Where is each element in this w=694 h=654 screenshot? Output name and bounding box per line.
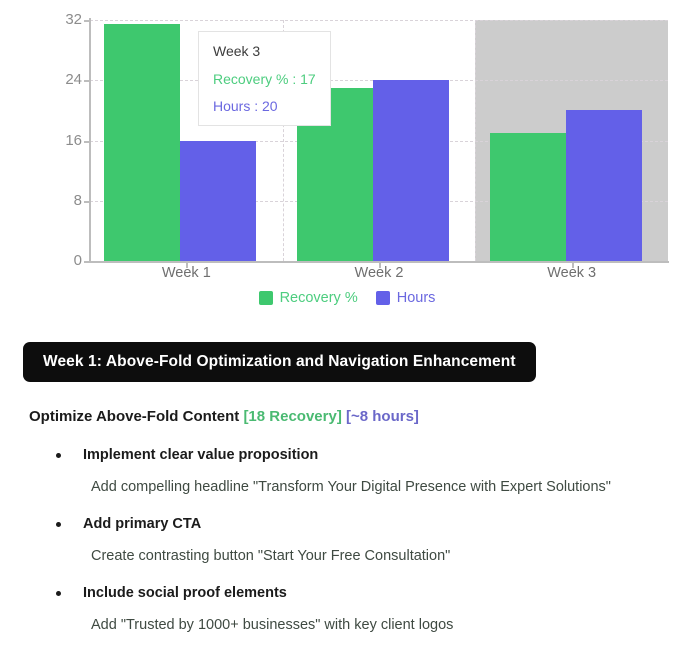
task-item: Implement clear value proposition Add com… [29,447,679,495]
week-content: Optimize Above-Fold Content [18 Recovery… [29,408,679,654]
chart-legend: Recovery % Hours [0,290,694,306]
x-tick-mark-2 [571,261,574,268]
y-tick-label-24: 24 [65,71,82,89]
y-tick-label-0: 0 [73,252,82,269]
bar-week-3-hours[interactable] [565,110,642,261]
bar-week-2-hours[interactable] [373,80,449,261]
y-tick-label-16: 16 [65,131,82,149]
task-list: Implement clear value proposition Add com… [29,447,679,633]
section-heading: Optimize Above-Fold Content [18 Recovery… [29,408,679,425]
task-title: Include social proof elements [83,585,287,601]
recovery-hours-bar-chart: 0 8 16 24 32 Week 1 Week 2 Week 3 Week 3 Recov… [0,0,694,318]
vertical-gridline-2 [475,20,477,261]
bar-week-3-recovery[interactable] [489,132,566,261]
bullet-icon [56,453,61,458]
section-hours-tag: [~8 hours] [346,408,419,425]
task-detail: Create contrasting button "Start Your Fr… [91,548,451,564]
y-tick-mark-24 [84,80,90,83]
vertical-gridline-1 [282,20,284,261]
task-detail: Add compelling headline "Transform Your … [91,479,611,495]
legend-item-hours[interactable]: Hours [375,290,436,306]
week-banner: Week 1: Above-Fold Optimization and Navi… [23,342,536,382]
chart-plot-area [90,20,668,262]
bullet-icon [56,522,61,527]
y-axis-line [89,18,91,263]
y-tick-mark-32 [84,20,90,22]
x-tick-mark-1 [379,261,381,268]
section-heading-text: Optimize Above-Fold Content [29,408,240,425]
legend-item-recovery[interactable]: Recovery % [258,290,358,306]
x-tick-label-week-3: Week 3 [547,265,597,281]
task-title: Add primary CTA [83,516,202,532]
tooltip-recovery-row: Recovery % : 17 [213,71,316,87]
task-title: Implement clear value proposition [83,447,319,463]
bullet-icon [56,591,61,596]
chart-tooltip: Week 3 Recovery % : 17 Hours : 20 [198,31,331,126]
y-axis-tick-labels: 0 8 16 24 32 [26,0,82,300]
x-tick-label-week-2: Week 2 [354,265,404,281]
x-tick-mark-0 [186,261,189,268]
y-tick-mark-8 [84,200,90,203]
legend-swatch-hours-icon [375,291,390,305]
legend-swatch-recovery-icon [258,291,273,305]
legend-label-hours: Hours [396,290,436,306]
task-item: Add primary CTA Create contrasting button… [29,516,679,564]
x-tick-label-week-1: Week 1 [161,265,211,281]
section-recovery-tag: [18 Recovery] [243,408,342,425]
task-item: Include social proof elements Add "Truste… [29,585,679,633]
y-tick-label-32: 32 [65,11,82,28]
y-tick-mark-16 [84,140,90,143]
legend-label-recovery: Recovery % [279,290,358,306]
tooltip-hours-row: Hours : 20 [213,98,278,114]
bar-week-1-hours[interactable] [180,140,257,261]
tooltip-title: Week 3 [213,43,261,59]
bar-week-1-recovery[interactable] [104,23,181,261]
gridline-32 [90,20,668,21]
y-tick-mark-0 [84,261,90,263]
task-detail: Add "Trusted by 1000+ businesses" with k… [91,617,454,633]
y-tick-label-8: 8 [73,191,82,209]
